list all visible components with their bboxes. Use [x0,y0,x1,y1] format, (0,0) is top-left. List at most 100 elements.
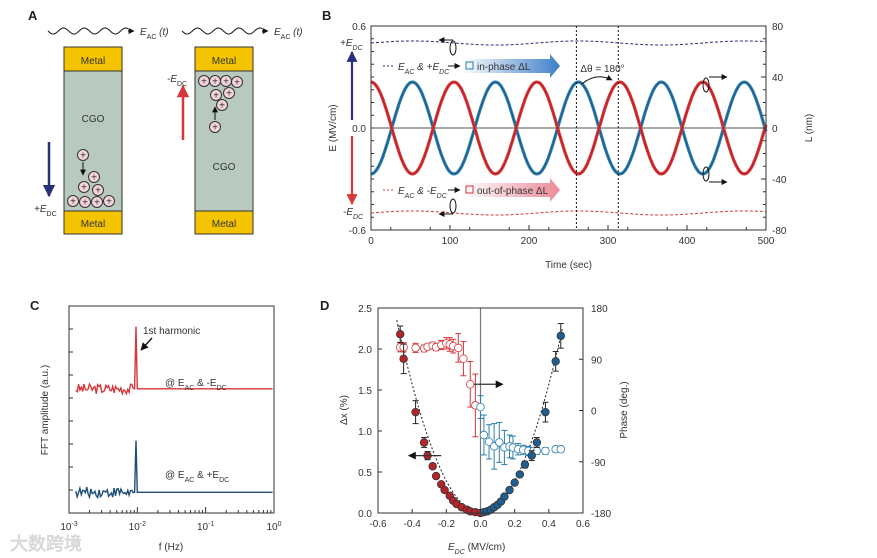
panel-b-chart: BΔθ = 180°0 100 200 300 400 5000.60.0-0.68040… [322,8,815,271]
series-label-0: @ EAC & -EDC [165,378,227,392]
phase-pos-point [541,446,550,456]
strain-neg-point [440,485,449,495]
legend-label-1-part: DC [437,193,448,200]
y2-tick-label: 180 [591,304,608,315]
tick-exp: -2 [140,521,146,528]
legend-label-1-part: & -E [414,186,437,197]
series-label-part: & -E [194,378,217,389]
x-tick-label: -0.4 [404,519,422,530]
eac-label-part: (t) [290,27,302,38]
legend-text-0: in-phase ΔL [477,62,531,73]
panel-d-label: D [320,298,329,313]
x-tick-label: 0.0 [474,519,488,530]
watermark: 大数跨境 [10,533,82,554]
y2-tick-label: -80 [772,226,787,237]
y-tick-label: 0.5 [358,468,372,479]
minus-edc-axis-label: -EDC [343,207,364,221]
phase-pos-point [495,438,504,447]
ion-icon [78,181,90,193]
series-label-part: & +E [194,470,219,481]
annotation-arrow-icon [581,74,613,85]
strain-neg-point [396,330,405,339]
ion-icon [67,195,79,207]
ac-wave-icon [47,27,129,35]
tick-exp: 0 [278,521,282,528]
plus-edc-label-part: +E [34,204,47,215]
strain-neg-point [411,407,420,417]
phase-pos-point [476,402,485,412]
y2-axis-label: L (nm) [804,114,815,143]
ion-plus: + [82,198,88,209]
panel-a-label: A [28,8,38,23]
y2-tick-label: -90 [591,458,606,469]
ion-plus: + [226,89,232,100]
metal-bottom-electrode [194,210,254,235]
y2-tick-label: 40 [772,73,784,84]
ion-icon [88,171,100,183]
eac-label: EAC (t) [140,27,169,41]
x-tick-label: 0.4 [542,519,556,530]
minus-edc-axis-label-part: -E [343,207,353,218]
y2-axis-label: Phase (deg.) [619,381,630,438]
x-tick-label: 0.2 [508,519,522,530]
panel-c-label: C [30,298,40,313]
x-tick-label: 400 [679,236,696,247]
series-label-part: DC [217,385,227,392]
eac-label-part: (t) [156,27,168,38]
legend-label-0: EAC & +EDC [398,62,450,76]
ion-plus: + [94,198,100,209]
x-axis-label-part: (MV/cm) [465,542,506,553]
series-label-part: @ E [165,470,185,481]
minus-edc-label: -EDC [167,74,187,88]
plus-edc-axis-label-part: DC [353,45,364,52]
axis-ring-icon [449,198,457,214]
ion-icon [77,149,89,161]
fft-series-line-0 [75,326,273,397]
series-line-3-core [370,81,767,175]
x-axis-label: f (Hz) [159,542,183,553]
y-tick-label: 2.0 [358,345,372,356]
annotation-arrow-icon [140,337,153,351]
y2-tick-label: 0 [591,407,597,418]
axis-ring-icon [702,166,710,182]
ion-icon [216,99,228,111]
minus-edc-label-part: DC [177,81,187,88]
legend-arrow-bg [462,178,560,202]
plus-edc-axis-label: +EDC [340,38,364,52]
first-harmonic-annotation: 1st harmonic [143,326,200,337]
strain-pos-point [556,331,565,341]
plus-edc-label: +EDC [34,204,57,218]
tick-exp: -1 [208,521,214,528]
ion-plus: + [234,78,240,89]
ac-wave-icon [181,27,263,35]
eac-label-part: E [140,27,147,38]
x-tick-label: -0.2 [438,519,456,530]
phase-neg-point [459,354,468,363]
tick-base: 10 [197,522,209,533]
y-tick-label: 0.6 [352,22,366,33]
strain-pos-point [500,492,509,501]
y-tick-label: 2.5 [358,304,372,315]
x-tick-label: 10-3 [60,521,77,533]
y-axis-label: FFT amplitude (a.u.) [40,365,51,455]
y-tick-label: 0.0 [358,509,372,520]
strain-neg-point [419,438,429,447]
y2-tick-label: -40 [772,175,787,186]
series-label-part: @ E [165,378,185,389]
strain-pos-point [527,451,536,460]
x-tick-label: 0.6 [576,519,590,530]
y2-tick-label: 90 [591,355,603,366]
ion-plus: + [219,101,225,112]
x-tick-label: 500 [758,236,775,247]
minus-edc-label-part: -E [167,74,177,85]
phase-neg-point [454,343,463,353]
axis-ring-icon [449,40,457,56]
ion-plus: + [81,183,87,194]
ion-icon [231,76,243,88]
ion-plus: + [201,77,207,88]
x-axis-label-part: DC [455,549,466,556]
